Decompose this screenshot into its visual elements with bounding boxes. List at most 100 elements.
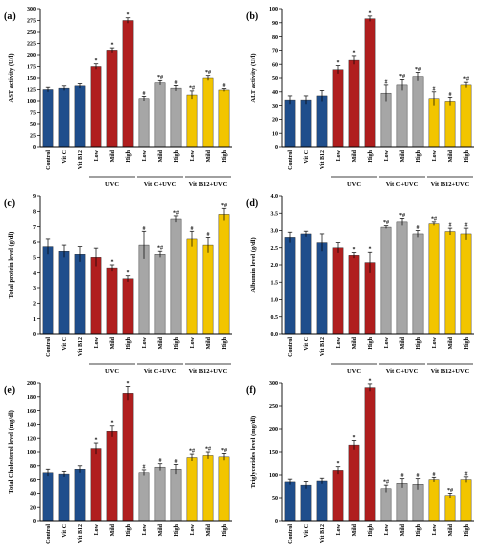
bar <box>444 231 456 335</box>
bar <box>364 262 376 335</box>
bar <box>202 455 214 522</box>
bar <box>170 218 182 335</box>
x-tick-label: High <box>222 336 228 349</box>
x-tick-label: Mild <box>206 336 212 349</box>
significance-mark: # <box>143 226 146 232</box>
x-tick-label: High <box>222 149 228 162</box>
x-tick-label: Mild <box>206 149 212 162</box>
group-label: Vit C+UVC <box>144 181 177 188</box>
bar <box>42 89 54 148</box>
y-tick-label: 200 <box>269 427 278 433</box>
bar <box>300 233 312 335</box>
x-tick-label: Low <box>336 149 342 161</box>
chart-panel-6: (f) Triglycerides level (mg/dl) 0 50 100 150 2… <box>246 378 474 544</box>
y-tick-label: 180 <box>27 395 36 401</box>
chart-panel-5: (e) Total Cholesterol level (mg/dl) 0 20 40 6… <box>4 381 232 544</box>
x-tick-label: Low <box>190 149 196 161</box>
bar <box>364 18 376 148</box>
x-tick-label: Mild <box>110 336 116 349</box>
bar <box>122 278 134 335</box>
panel-label: (d) <box>246 198 258 209</box>
x-tick-label: Vit C <box>62 524 68 538</box>
y-tick-label: 200 <box>27 381 36 387</box>
bar <box>154 82 166 148</box>
bar <box>186 457 198 522</box>
bar <box>58 87 70 148</box>
y-tick-label: 60 <box>272 62 278 68</box>
bar <box>316 480 328 522</box>
y-tick-label: 0 <box>33 519 36 525</box>
x-tick-label: Mild <box>158 149 164 162</box>
significance-mark: * <box>369 378 372 384</box>
significance-mark: * <box>111 420 114 426</box>
significance-mark: * <box>95 438 98 444</box>
x-tick-label: Mild <box>110 149 116 162</box>
bar <box>348 59 360 148</box>
y-tick-label: 100 <box>27 450 36 456</box>
bar <box>90 66 102 148</box>
y-tick-label: 0 <box>275 519 278 525</box>
bar <box>42 246 54 335</box>
panel-label: (e) <box>4 385 15 396</box>
significance-mark: # <box>449 223 452 229</box>
y-tick-label: 70 <box>272 49 278 55</box>
bar <box>218 214 230 335</box>
significance-mark: # <box>417 473 420 479</box>
bar <box>300 99 312 148</box>
significance-mark: *# <box>189 449 195 455</box>
x-tick-label: High <box>464 336 470 349</box>
y-axis-title: Total Cholesterol level (mg/dl) <box>8 410 15 494</box>
y-tick-label: 300 <box>269 381 278 387</box>
chart-panel-4: (d) Albumin level (g/dl) 0.0 0.5 1.0 1.5 2.0 2.… <box>246 194 474 375</box>
bar <box>90 257 102 335</box>
bar <box>106 431 118 522</box>
y-tick-label: 9 <box>33 194 36 200</box>
y-axis-title: Albumin level (g/dl) <box>250 237 257 292</box>
y-tick-label: 80 <box>272 35 278 41</box>
significance-mark: *# <box>157 246 163 252</box>
significance-mark: * <box>369 247 372 253</box>
y-tick-label: 1.5 <box>271 280 279 286</box>
x-tick-label: Mild <box>400 336 406 349</box>
panel-label: (c) <box>4 198 15 209</box>
bar <box>412 233 424 335</box>
y-tick-label: 20 <box>272 118 278 124</box>
y-tick-label: 125 <box>27 88 36 94</box>
y-tick-label: 0.0 <box>271 332 279 338</box>
bar <box>460 479 472 522</box>
x-tick-label: High <box>174 523 180 536</box>
x-tick-label: High <box>464 523 470 536</box>
x-tick-label: Low <box>190 523 196 535</box>
y-tick-label: 2 <box>33 302 36 308</box>
x-tick-label: Control <box>288 337 294 357</box>
x-tick-label: Low <box>384 523 390 535</box>
x-tick-label: Mild <box>400 149 406 162</box>
bar <box>380 488 392 522</box>
significance-mark: # <box>465 223 468 229</box>
significance-mark: *# <box>383 480 389 486</box>
x-tick-label: Vit C <box>62 150 68 164</box>
y-tick-label: 100 <box>27 99 36 105</box>
y-tick-label: 8 <box>33 210 36 216</box>
y-tick-label: 0 <box>33 145 36 151</box>
x-tick-label: Vit B12 <box>78 337 84 356</box>
y-tick-label: 300 <box>27 7 36 13</box>
bar <box>218 456 230 522</box>
significance-mark: # <box>433 86 436 92</box>
x-tick-label: Vit B12 <box>320 524 326 543</box>
significance-mark: # <box>223 83 226 89</box>
x-tick-label: Mild <box>352 149 358 162</box>
bar <box>284 99 296 148</box>
bar <box>364 387 376 522</box>
y-tick-label: 3.5 <box>271 211 279 217</box>
y-tick-label: 3 <box>33 286 36 292</box>
y-tick-label: 225 <box>27 42 36 48</box>
significance-mark: *# <box>383 220 389 226</box>
x-tick-label: High <box>126 149 132 162</box>
y-tick-label: 3.0 <box>271 229 279 235</box>
bar <box>90 448 102 522</box>
x-tick-label: Low <box>384 336 390 348</box>
bar <box>202 77 214 148</box>
significance-mark: *# <box>221 203 227 209</box>
